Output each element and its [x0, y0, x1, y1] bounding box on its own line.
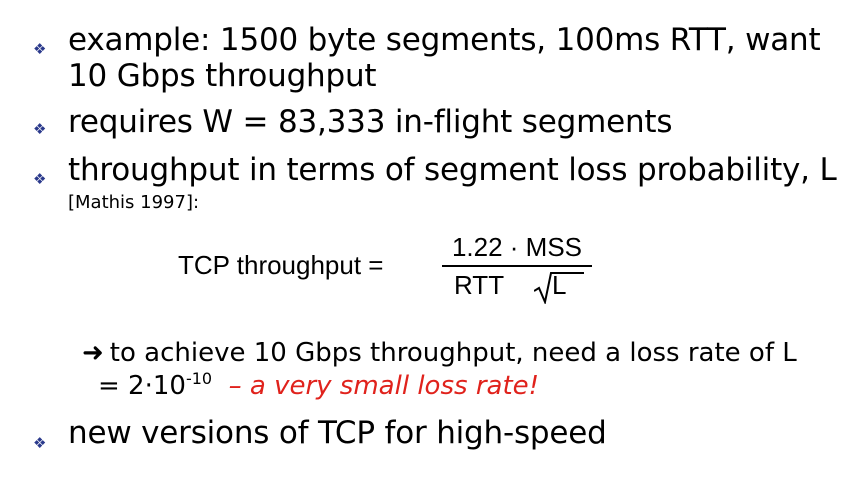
formula-lhs: TCP throughput = — [178, 250, 384, 280]
loss-rate-exponent: -10 — [185, 369, 213, 388]
bullet-icon: ❖ — [33, 120, 47, 138]
bullet-1-line-1: example: 1500 byte segments, 100ms RTT, … — [68, 22, 821, 58]
emphasis-text: – a very small loss rate! — [228, 371, 540, 401]
arrow-right-icon: ➜ — [82, 338, 104, 368]
sub-point-text: to achieve 10 Gbps throughput, need a lo… — [109, 338, 797, 368]
citation: [Mathis 1997]: — [68, 192, 200, 213]
bullet-1-line-2: 10 Gbps throughput — [68, 58, 377, 94]
bullet-3-line-1: throughput in terms of segment loss prob… — [68, 152, 837, 188]
bullet-4-line-1: new versions of TCP for high-speed — [68, 415, 607, 451]
sub-point-line-1: ➜ to achieve 10 Gbps throughput, need a l… — [82, 338, 797, 368]
bullet-icon: ❖ — [33, 40, 47, 58]
bullet-icon: ❖ — [33, 434, 47, 452]
bullet-2-line-1: requires W = 83,333 in-flight segments — [68, 104, 673, 140]
denominator-rtt: RTT — [454, 270, 505, 300]
bullet-icon: ❖ — [33, 170, 47, 188]
denominator-loss: L — [552, 270, 567, 300]
square-root-icon — [534, 272, 584, 304]
loss-rate-value: = 2·10 — [98, 371, 186, 401]
formula-numerator: 1.22 · MSS — [451, 232, 583, 262]
formula-fraction: 1.22 · MSS RTT L — [442, 232, 592, 304]
fraction-bar — [442, 265, 592, 267]
sub-point-line-2: = 2·10-10 – a very small loss rate! — [98, 369, 540, 401]
